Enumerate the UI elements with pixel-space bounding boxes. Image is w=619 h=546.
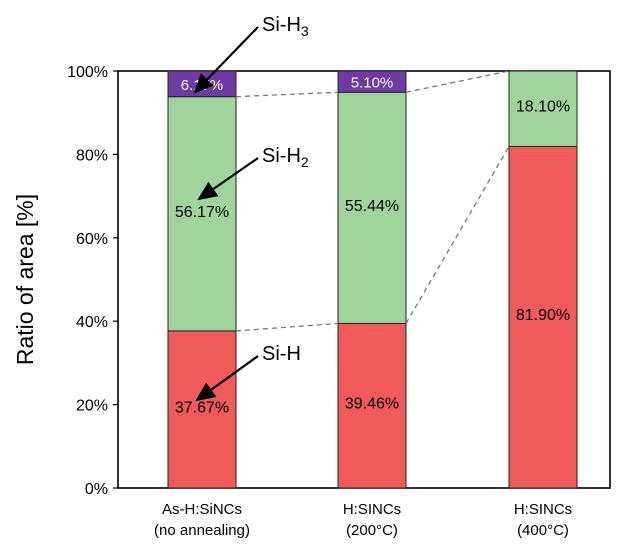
x-tick-label: (no annealing) (154, 522, 250, 539)
bar-segment (337, 70, 407, 93)
x-tick-label: (400°C) (517, 522, 569, 539)
x-tick-label: (200°C) (346, 522, 398, 539)
annotation-label: Si-H2 (262, 145, 309, 170)
dashed-connector (235, 91, 339, 98)
bar-segment (508, 145, 578, 489)
y-tick-label: 0% (85, 481, 108, 498)
x-tick-label: H:SINCs (343, 501, 401, 518)
annotation-arrow (195, 355, 259, 402)
data-label: 81.90% (516, 307, 570, 324)
data-label: 39.46% (345, 396, 399, 413)
data-label: 37.67% (175, 399, 229, 416)
dashed-connector (405, 146, 510, 324)
annotation-label: Si-H3 (262, 14, 309, 39)
data-label: 5.10% (351, 75, 394, 92)
bar-segment (167, 96, 237, 332)
x-tick-label: As-H:SiNCs (162, 501, 242, 518)
y-tick-label: 40% (76, 314, 108, 331)
y-tick-label: 60% (76, 231, 108, 248)
annotation-arrow (193, 26, 259, 94)
bar-segment (508, 70, 578, 147)
y-tick-label: 20% (76, 398, 108, 415)
data-label: 55.44% (345, 198, 399, 215)
dashed-connector (405, 70, 510, 93)
data-label: 56.17% (175, 204, 229, 221)
y-tick-label: 80% (76, 147, 108, 164)
annotation-arrow (197, 157, 259, 201)
dashed-connector (235, 322, 339, 332)
data-label: 18.10% (516, 99, 570, 116)
bar-segment (337, 91, 407, 324)
bar-segment (337, 322, 407, 489)
x-tick-label: H:SINCs (514, 501, 572, 518)
annotation-label: Si-H (262, 343, 301, 365)
y-axis-label: Ratio of area [%] (12, 194, 38, 365)
y-tick-label: 100% (67, 64, 108, 81)
